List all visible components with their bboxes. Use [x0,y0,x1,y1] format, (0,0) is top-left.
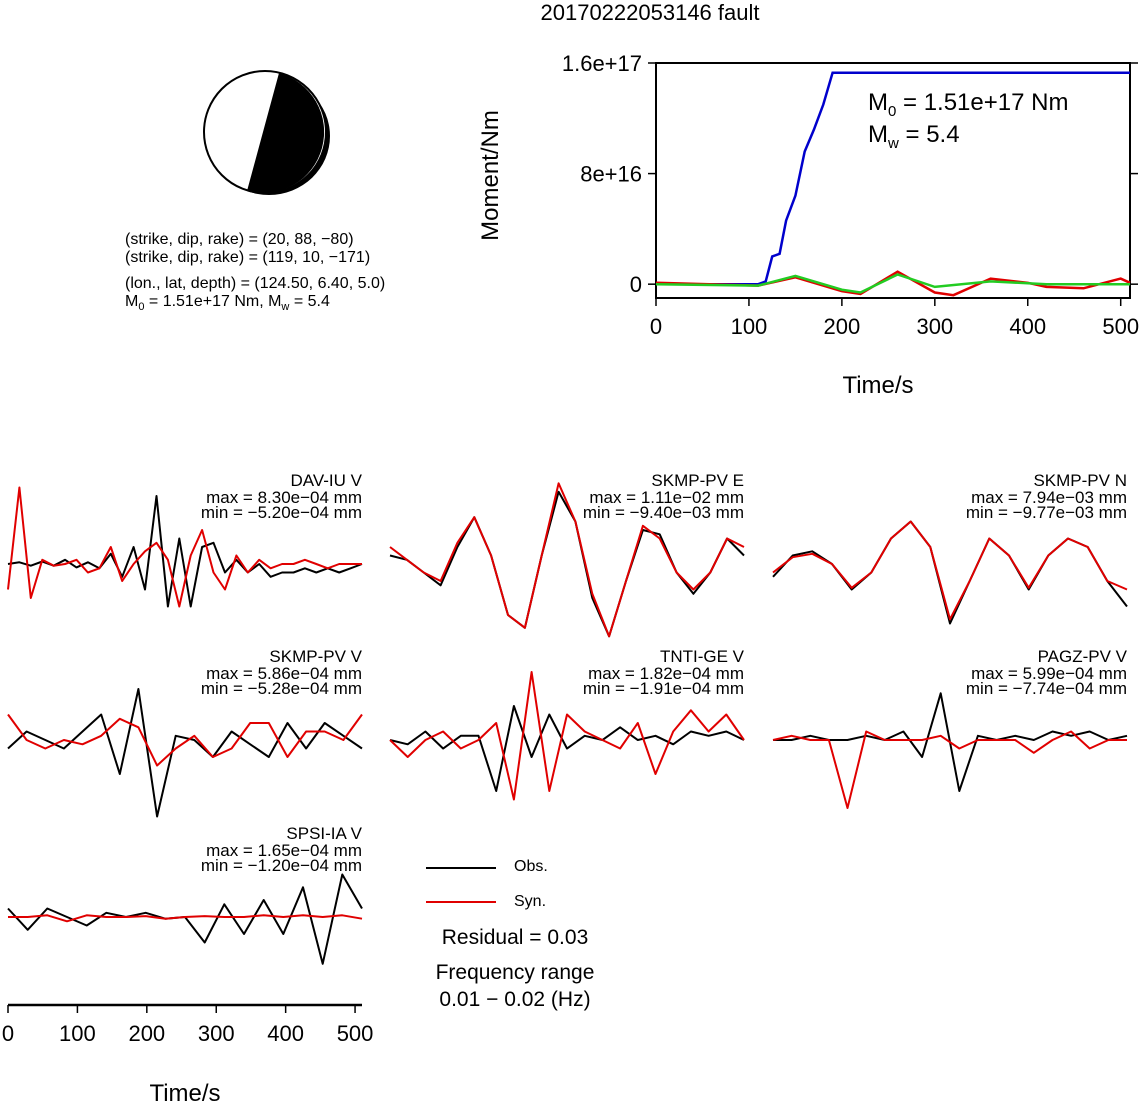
x-tick-label: 200 [128,1021,165,1046]
trace-min: min = −1.20e−04 mm [201,856,362,875]
trace-min: min = −5.20e−04 mm [201,503,362,522]
synthetic-trace [7,486,362,608]
y-tick-label: 0 [630,272,642,297]
beachball-icon [203,70,330,195]
x-tick-label: 500 [1102,314,1139,339]
x-tick-label: 100 [59,1021,96,1046]
trace-label: DAV-IU V [291,471,363,490]
trace-min: min = −1.91e−04 mm [583,679,744,698]
observed-trace [389,705,745,792]
synthetic-trace [772,730,1127,809]
trace-max: max = 8.30e−04 mm [206,488,362,507]
plane1-text: (strike, dip, rake) = (20, 88, −80) [125,231,354,248]
trace-min: min = −9.77e−03 mm [966,503,1127,522]
synthetic-trace [7,713,363,767]
trace-min: min = −9.40e−03 mm [583,503,744,522]
residual-text: Residual = 0.03 [441,926,589,949]
location-text: (lon., lat, depth) = (124.50, 6.40, 5.0) [125,275,386,292]
trace-label: SKMP-PV V [269,647,362,666]
x-tick-label: 100 [731,314,768,339]
y-tick-label: 1.6e+17 [562,51,642,76]
x-tick-label: 300 [198,1021,235,1046]
moment-text: M0 = 1.51e+17 Nm, Mw = 5.4 [125,293,330,314]
synthetic-trace [8,914,363,923]
x-tick-label: 400 [267,1021,304,1046]
trace-max: max = 1.82e−04 mm [588,664,744,683]
observed-trace [772,520,1128,625]
moment-series-0 [656,71,1130,286]
observed-trace [389,490,745,638]
trace-max: max = 5.99e−04 mm [971,664,1127,683]
x-tick-label: 400 [1009,314,1046,339]
x-tick-label: 0 [2,1021,14,1046]
synthetic-trace [772,520,1128,621]
x-tick-label: 300 [916,314,953,339]
mw-annotation: Mw = 5.4 [868,121,960,152]
freq-value: 0.01 − 0.02 (Hz) [439,988,591,1011]
moment-chart: 0 100 200 300 400 500 0 8e+16 1.6e+17 Time/s Momen… [477,51,1139,399]
observed-trace [7,495,363,608]
y-axis-label: Moment/Nm [477,110,504,241]
trace-label: SKMP-PV N [1033,471,1127,490]
trace-label: PAGZ-PV V [1038,647,1128,666]
y-tick-label: 8e+16 [580,162,642,187]
mechanism-info: (strike, dip, rake) = (20, 88, −80) (str… [125,231,505,316]
trace-max: max = 1.65e−04 mm [206,841,362,860]
trace-label: SPSI-IA V [286,824,362,843]
legend-syn-label: Syn. [514,893,547,910]
moment-annotation: M0 = 1.51e+17 Nm [868,89,1068,120]
figure-title: 20170222053146 fault [540,0,760,25]
moment-series-1 [655,270,1131,297]
trace-max: max = 1.11e−02 mm [589,488,744,507]
moment-series-2 [655,273,1130,294]
trace-label: TNTI-GE V [660,647,745,666]
trace-label: SKMP-PV E [651,471,744,490]
trace-min: min = −7.74e−04 mm [966,679,1127,698]
observed-trace [7,688,363,818]
x-axis-label: Time/s [149,1080,220,1104]
legend-obs-label: Obs. [514,858,548,875]
x-tick-label: 200 [824,314,861,339]
plot-frame [655,62,1131,299]
freq-title: Frequency range [435,961,595,984]
x-tick-label: 500 [337,1021,374,1046]
x-tick-label: 0 [650,314,662,339]
legend-lines [426,867,496,903]
x-axis-label: Time/s [842,372,913,399]
synthetic-trace [389,482,745,638]
trace-max: max = 7.94e−03 mm [971,488,1127,507]
trace-min: min = −5.28e−04 mm [201,679,362,698]
legend: Obs. Syn. Residual = 0.03 Frequency rang… [420,850,640,1020]
synthetic-trace [389,671,745,801]
plane2-text: (strike, dip, rake) = (119, 10, −171) [125,249,371,266]
trace-max: max = 5.86e−04 mm [206,664,362,683]
